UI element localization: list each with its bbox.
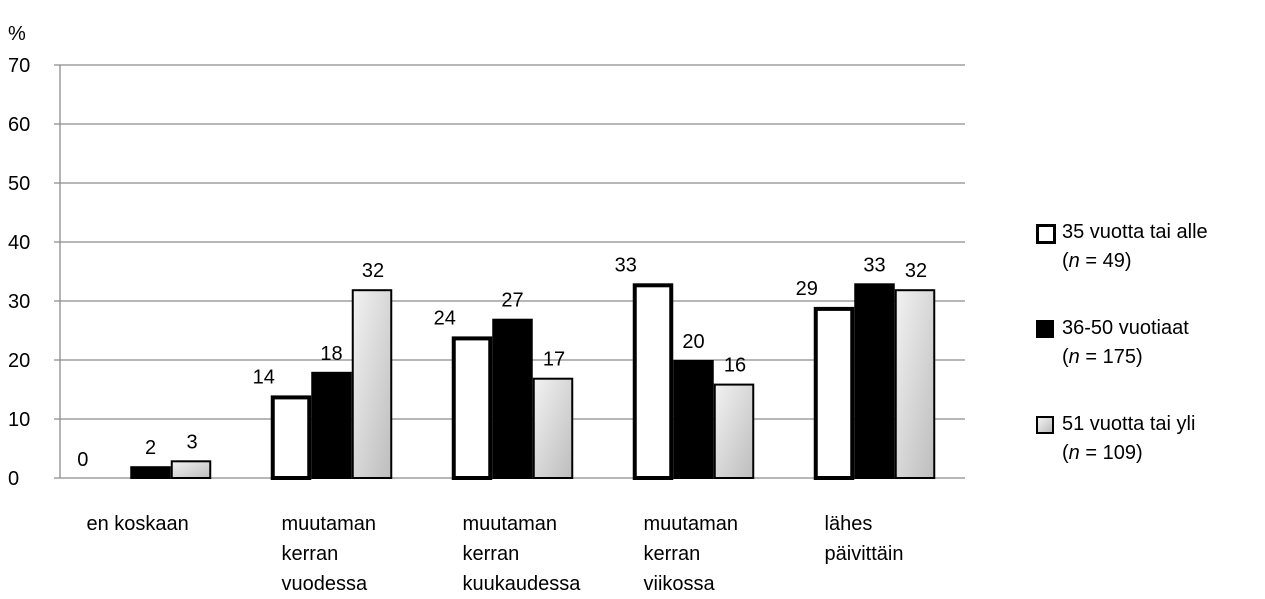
data-label: 29 — [796, 278, 818, 300]
y-tick-label: 20 — [8, 350, 30, 372]
bar — [673, 360, 714, 479]
data-label: 3 — [186, 431, 197, 453]
legend-item: 36-50 vuotiaat (n = 175) — [1033, 314, 1263, 410]
data-label: 33 — [615, 254, 637, 276]
data-label: 24 — [434, 307, 456, 329]
bar — [854, 283, 895, 479]
legend-label: 35 vuotta tai alle (n = 49) — [1062, 221, 1208, 272]
legend-swatch — [1036, 224, 1056, 244]
bar — [813, 306, 855, 480]
y-tick-label: 70 — [8, 55, 30, 77]
legend-label: 36-50 vuotiaat (n = 175) — [1062, 317, 1189, 368]
y-tick-label: 10 — [8, 409, 30, 431]
data-label: 32 — [905, 260, 927, 282]
data-label: 33 — [863, 254, 885, 276]
bar — [170, 460, 212, 479]
x-category-label: muutaman kerran kuukaudessa — [463, 513, 582, 595]
bar — [270, 395, 312, 480]
bar — [311, 371, 352, 479]
legend: 35 vuotta tai alle (n = 49) 36-50 vuotiaat… — [1033, 218, 1263, 506]
legend-swatch — [1036, 416, 1054, 434]
y-tick-label: 50 — [8, 173, 30, 195]
data-label: 0 — [77, 449, 88, 471]
data-label: 17 — [543, 349, 565, 371]
y-tick-label: 60 — [8, 114, 30, 136]
y-tick-label: 30 — [8, 291, 30, 313]
legend-item: 35 vuotta tai alle (n = 49) — [1033, 218, 1263, 314]
data-label: 14 — [253, 366, 275, 388]
data-label: 18 — [320, 343, 342, 365]
y-axis-unit-label: % — [8, 23, 26, 45]
legend-swatch — [1036, 320, 1054, 338]
legend-item: 51 vuotta tai yli (n = 109) — [1033, 410, 1263, 506]
bars — [130, 283, 936, 480]
x-category-label: en koskaan — [87, 513, 189, 535]
bar — [451, 336, 493, 480]
bar — [713, 383, 755, 480]
bar — [894, 289, 936, 480]
data-label: 2 — [145, 437, 156, 459]
data-label: 16 — [724, 355, 746, 377]
x-axis: en koskaan muutaman kerran vuodessa muutaman… — [87, 513, 904, 595]
x-category-label: muutaman kerran viikossa — [644, 513, 739, 595]
bar — [130, 466, 171, 480]
x-category-label: muutaman kerran vuodessa — [282, 513, 377, 595]
y-axis: 0 10 20 30 40 50 60 70 — [8, 55, 61, 490]
legend-label: 51 vuotta tai yli (n = 109) — [1062, 413, 1196, 464]
y-tick-label: 40 — [8, 232, 30, 254]
data-label: 20 — [682, 331, 704, 353]
bar — [532, 377, 574, 480]
x-category-label: lähes päivittäin — [825, 513, 904, 565]
data-label: 27 — [501, 290, 523, 312]
data-label: 32 — [362, 260, 384, 282]
y-tick-label: 0 — [8, 468, 19, 490]
bar — [632, 283, 674, 480]
bar — [351, 289, 393, 480]
data-labels: 0 2 3 14 18 32 24 27 17 33 20 16 29 33 32 — [77, 254, 927, 471]
bar — [492, 318, 533, 480]
